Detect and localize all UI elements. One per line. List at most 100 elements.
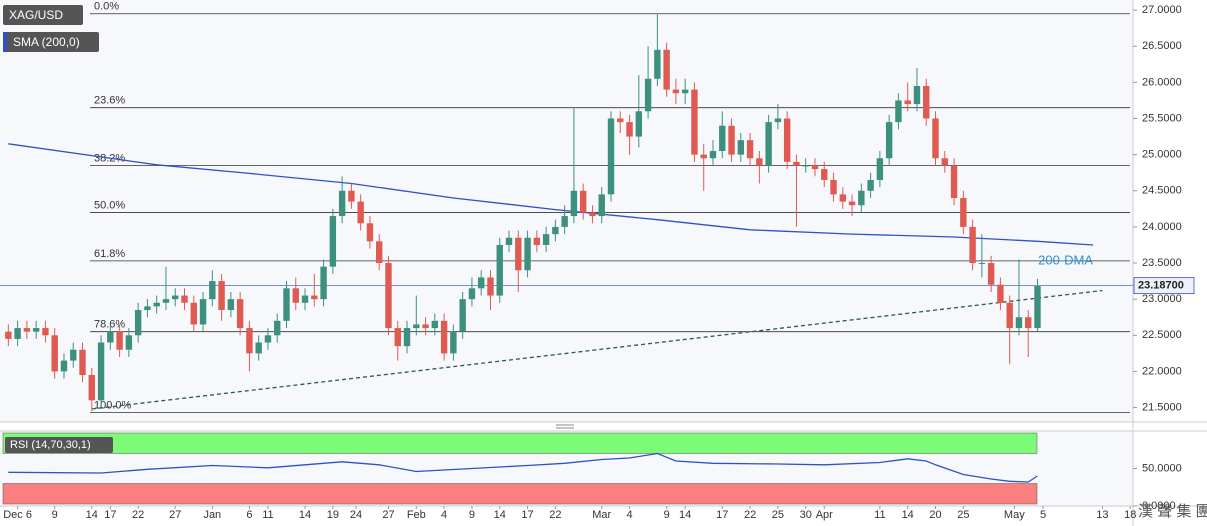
candle-body: [32, 328, 40, 332]
candle-body: [746, 140, 754, 159]
x-tick-label: 22: [744, 509, 756, 521]
sma-line: [8, 143, 1094, 246]
candle-body: [839, 194, 846, 202]
candle-body: [923, 85, 930, 119]
candle-body: [542, 234, 550, 245]
candle-body: [394, 328, 401, 347]
candle-body: [858, 190, 865, 206]
candle-body: [737, 140, 745, 155]
x-tick-label: Feb: [407, 509, 426, 521]
candle-body: [366, 223, 374, 242]
candle-body: [107, 331, 114, 343]
candle-body: [821, 169, 828, 180]
fib-label: 100.0%: [94, 400, 132, 412]
candle-body: [570, 190, 578, 217]
x-tick-label: 20: [929, 509, 941, 521]
rsi-oversold-band: [2, 483, 1038, 505]
candle-body: [116, 331, 123, 350]
fib-label: 78.6%: [94, 319, 125, 331]
candle-body: [311, 295, 318, 300]
candle-body: [348, 190, 355, 202]
x-tick-label: 6: [246, 509, 252, 521]
plot: RSI (14,70,30,1) 21.5000 22.0000 22.5000 23.…: [0, 1, 1195, 521]
candle-body: [144, 306, 151, 310]
x-tick-label: Jan: [203, 509, 221, 521]
candle-body: [255, 342, 262, 354]
candle-body: [830, 179, 837, 195]
x-tick-label: 4: [441, 509, 447, 521]
candle-body: [505, 237, 513, 245]
candle-body: [932, 118, 939, 159]
candle-body: [5, 331, 12, 339]
resize-handle[interactable]: [556, 424, 574, 429]
fib-label: 0.0%: [94, 1, 119, 13]
candle-body: [478, 277, 485, 289]
candle-body: [450, 331, 457, 354]
candle-body: [950, 165, 958, 198]
candle-body: [774, 118, 782, 123]
indicator-swatch: [3, 32, 7, 52]
candle-body: [376, 241, 383, 264]
candle-body: [190, 302, 197, 325]
candle-body: [1025, 317, 1032, 329]
x-tick-label: 17: [521, 509, 533, 521]
candle-body: [70, 349, 77, 361]
y-tick-label: 26.0000: [1142, 76, 1182, 88]
candle-body: [895, 100, 902, 123]
x-tick-label: 18: [1124, 509, 1136, 521]
candle-body: [199, 299, 207, 325]
candle-body: [88, 375, 95, 401]
y-tick-label: 26.5000: [1142, 40, 1182, 52]
candle-body: [51, 335, 58, 372]
candle-body: [635, 111, 643, 137]
candle-body: [218, 281, 225, 310]
candle-body: [756, 158, 763, 166]
candle-body: [885, 122, 893, 159]
candle-body: [978, 263, 986, 265]
y-tick-label: 23.0000: [1142, 293, 1182, 305]
candle-body: [431, 320, 439, 329]
candle-body: [876, 158, 884, 180]
x-tick-label: 4: [626, 509, 632, 521]
candle-body: [617, 118, 624, 123]
indicator-box: [3, 32, 99, 52]
candle-body: [468, 288, 476, 300]
candle-body: [644, 78, 652, 112]
candle-body: [459, 299, 466, 332]
indicator-label: SMA (200,0): [13, 35, 80, 49]
watermark: 漢 聲 集 團: [1138, 503, 1207, 520]
candle-body: [960, 197, 967, 227]
symbol-box: [3, 5, 83, 25]
x-tick-label: 27: [382, 509, 394, 521]
candle-body: [728, 125, 735, 155]
trendline: [91, 289, 1103, 410]
x-tick-label: Mar: [592, 509, 611, 521]
last-price-label: 23.18700: [1138, 280, 1184, 292]
candle-body: [403, 328, 411, 347]
candle-body: [274, 320, 281, 336]
candle-body: [997, 284, 1004, 303]
x-tick-label: 14: [679, 509, 691, 521]
candle-body: [598, 194, 605, 217]
x-tick-label: 14: [902, 509, 914, 521]
candle-body: [552, 226, 559, 235]
x-tick-label: 14: [86, 509, 98, 521]
candle-body: [672, 89, 680, 94]
candle-body: [487, 277, 494, 296]
candle-body: [320, 266, 327, 300]
candle-body: [811, 165, 819, 170]
candle-body: [301, 295, 309, 303]
x-tick-label: 27: [169, 509, 181, 521]
candle-body: [496, 244, 503, 296]
candle-body: [783, 118, 791, 162]
candle-body: [524, 237, 531, 271]
candle-body: [162, 299, 170, 303]
x-tick-label: 13: [1096, 509, 1108, 521]
rsi-label-box: [5, 437, 113, 453]
candle-body: [60, 360, 68, 372]
candle-body: [357, 201, 364, 224]
x-tick-label: 24: [350, 509, 362, 521]
last-price-box: [1133, 277, 1195, 295]
candle-body: [589, 212, 596, 217]
